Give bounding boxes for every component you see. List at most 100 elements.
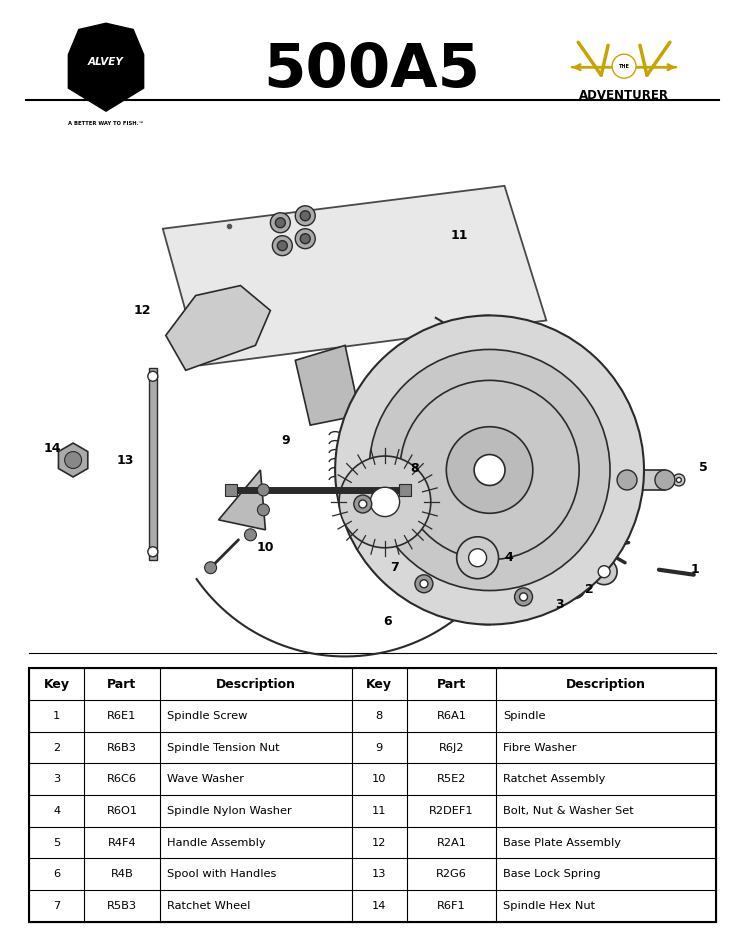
Text: Key: Key [367,678,393,691]
Circle shape [339,456,431,548]
Text: ALVEY: ALVEY [88,57,124,67]
Text: 5: 5 [53,837,60,848]
Text: Spool with Handles: Spool with Handles [167,869,276,879]
Text: Part: Part [107,678,136,691]
Text: 4: 4 [504,551,513,565]
Text: 6: 6 [53,869,60,879]
Polygon shape [163,185,546,365]
Text: R6F1: R6F1 [437,901,466,911]
Circle shape [270,213,291,232]
Text: Spindle: Spindle [503,710,545,721]
Text: Handle Assembly: Handle Assembly [167,837,265,848]
Text: 8: 8 [375,710,383,721]
Bar [29,668,716,921]
Circle shape [258,503,270,516]
Text: Ratchet Assembly: Ratchet Assembly [503,774,606,784]
Circle shape [369,349,610,591]
Circle shape [277,241,288,250]
Text: ADVENTURER: ADVENTURER [579,88,669,102]
Circle shape [617,470,637,490]
Text: R5B3: R5B3 [107,901,137,911]
Circle shape [148,372,158,381]
Text: Bolt, Nut & Washer Set: Bolt, Nut & Washer Set [503,805,634,816]
Text: 13: 13 [372,869,387,879]
Circle shape [655,470,675,490]
Text: Spindle Tension Nut: Spindle Tension Nut [167,742,279,753]
Text: Description: Description [566,678,646,691]
Polygon shape [69,24,144,111]
Circle shape [295,206,315,226]
Text: Base Plate Assembly: Base Plate Assembly [503,837,621,848]
Circle shape [65,452,82,469]
Text: R5E2: R5E2 [437,774,466,784]
Circle shape [370,487,399,517]
Text: 2: 2 [53,742,60,753]
Text: THE: THE [618,64,630,69]
Circle shape [244,529,256,541]
Text: R2DEF1: R2DEF1 [429,805,474,816]
Circle shape [598,566,610,578]
Circle shape [592,559,617,584]
Circle shape [258,484,270,496]
Text: Ratchet Wheel: Ratchet Wheel [167,901,250,911]
Polygon shape [218,470,265,530]
Circle shape [335,315,644,625]
Circle shape [446,426,533,513]
Circle shape [420,580,428,588]
Text: 500A5: 500A5 [264,40,481,100]
Circle shape [400,380,579,560]
Circle shape [474,455,505,486]
Circle shape [205,562,217,574]
Circle shape [295,229,315,248]
Text: 14: 14 [44,441,61,455]
Polygon shape [295,345,360,425]
Text: 9: 9 [281,434,290,447]
Circle shape [300,233,310,244]
Text: Wave Washer: Wave Washer [167,774,244,784]
Text: Spindle Nylon Washer: Spindle Nylon Washer [167,805,291,816]
Text: R4B: R4B [110,869,133,879]
Text: A BETTER WAY TO FISH.™: A BETTER WAY TO FISH.™ [68,120,144,125]
Text: 3: 3 [555,598,564,611]
Polygon shape [58,443,88,477]
Circle shape [148,547,158,557]
Circle shape [515,588,533,606]
Text: 1: 1 [691,564,700,576]
Circle shape [354,495,372,513]
Text: 7: 7 [53,901,60,911]
Text: 8: 8 [410,461,419,474]
Text: 1: 1 [53,710,60,721]
Text: R2A1: R2A1 [437,837,466,848]
Text: 14: 14 [372,901,387,911]
Text: Base Lock Spring: Base Lock Spring [503,869,600,879]
Circle shape [676,477,682,483]
Text: R6A1: R6A1 [437,710,466,721]
Circle shape [359,500,367,508]
Circle shape [457,536,498,579]
Circle shape [415,575,433,593]
Text: 6: 6 [384,615,393,628]
Text: 13: 13 [116,454,134,467]
Circle shape [519,593,527,601]
Text: Key: Key [44,678,70,691]
Bar [149,368,156,560]
Text: 9: 9 [375,742,383,753]
Text: 2: 2 [585,582,594,596]
Text: 5: 5 [699,460,708,473]
Text: R2G6: R2G6 [436,869,467,879]
Text: 3: 3 [53,774,60,784]
Text: R6B3: R6B3 [107,742,137,753]
Text: Part: Part [437,678,466,691]
Polygon shape [166,285,270,371]
Text: Spindle Hex Nut: Spindle Hex Nut [503,901,595,911]
Text: Description: Description [216,678,296,691]
Text: 4: 4 [53,805,60,816]
Text: 7: 7 [390,561,399,574]
Text: R6E1: R6E1 [107,710,136,721]
Text: Fibre Washer: Fibre Washer [503,742,577,753]
Text: 11: 11 [372,805,387,816]
Bar [627,470,665,490]
Text: 12: 12 [133,304,150,317]
Circle shape [276,217,285,228]
Text: 10: 10 [372,774,387,784]
